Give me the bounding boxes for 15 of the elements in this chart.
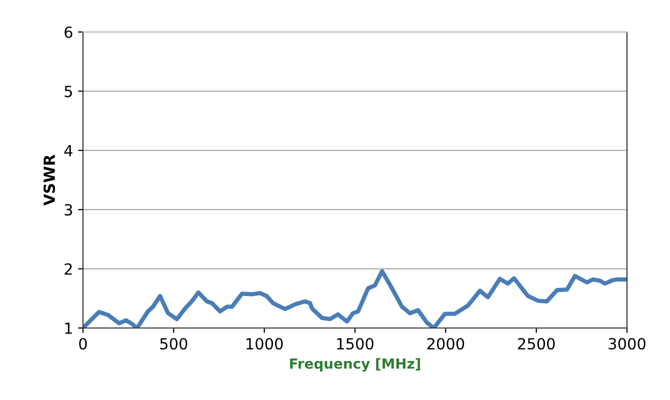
x-axis-title: Frequency [MHz] bbox=[290, 358, 420, 372]
x-tick-label: 1500 bbox=[337, 338, 374, 350]
x-tick-label: 1000 bbox=[246, 338, 283, 350]
y-tick-label: 2 bbox=[64, 263, 72, 275]
y-tick-label: 1 bbox=[65, 322, 72, 334]
y-tick-label: 6 bbox=[64, 26, 72, 38]
x-tick-label: 2000 bbox=[427, 338, 464, 350]
y-axis-title: VSWR bbox=[43, 154, 56, 206]
x-tick-label: 500 bbox=[160, 338, 188, 350]
x-tick-label: 2500 bbox=[518, 338, 555, 350]
y-tick-label: 3 bbox=[64, 204, 72, 216]
x-tick-label: 3000 bbox=[608, 338, 646, 350]
y-tick-label: 4 bbox=[64, 145, 72, 156]
x-tick-label: 0 bbox=[79, 338, 87, 350]
y-tick-label: 5 bbox=[64, 86, 72, 98]
